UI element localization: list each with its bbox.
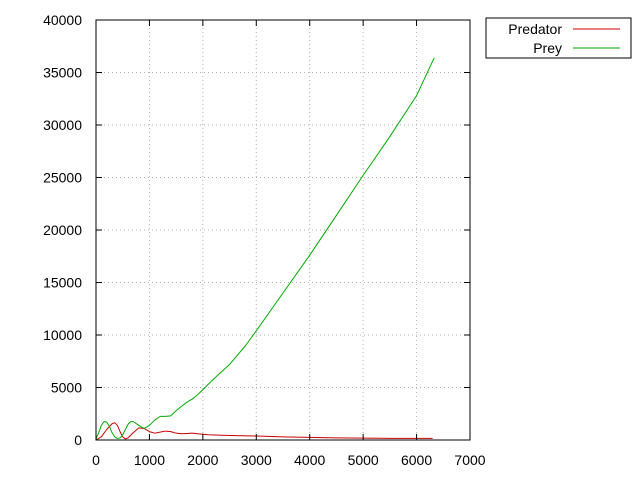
series-line-predator bbox=[95, 422, 433, 441]
y-tick-label: 30000 bbox=[43, 117, 82, 133]
legend-box bbox=[485, 17, 632, 59]
y-tick-label: 15000 bbox=[43, 275, 82, 291]
y-tick-label: 35000 bbox=[43, 65, 82, 81]
x-tick-label: 3000 bbox=[241, 452, 272, 468]
series-line-prey bbox=[95, 57, 435, 440]
legend-label-prey: Prey bbox=[533, 40, 562, 56]
x-axis: 0 1000 2000 3000 4000 5000 6000 7000 bbox=[92, 20, 486, 468]
y-tick-label: 10000 bbox=[43, 327, 82, 343]
x-tick-label: 4000 bbox=[294, 452, 325, 468]
y-tick-label: 0 bbox=[74, 432, 82, 448]
x-tick-label: 1000 bbox=[134, 452, 165, 468]
x-tick-label: 7000 bbox=[454, 452, 485, 468]
y-tick-label: 5000 bbox=[51, 380, 82, 396]
series-layer bbox=[95, 57, 435, 441]
legend: Predator Prey bbox=[485, 17, 632, 59]
x-tick-label: 2000 bbox=[187, 452, 218, 468]
x-tick-label: 6000 bbox=[401, 452, 432, 468]
y-tick-label: 40000 bbox=[43, 12, 82, 28]
x-tick-label: 0 bbox=[92, 452, 100, 468]
grid-lines bbox=[96, 20, 470, 440]
legend-label-predator: Predator bbox=[508, 21, 562, 37]
x-tick-label: 5000 bbox=[348, 452, 379, 468]
y-axis: 0 5000 10000 15000 20000 25000 30000 35000 40000 bbox=[43, 12, 470, 448]
y-tick-label: 25000 bbox=[43, 170, 82, 186]
y-tick-label: 20000 bbox=[43, 222, 82, 238]
